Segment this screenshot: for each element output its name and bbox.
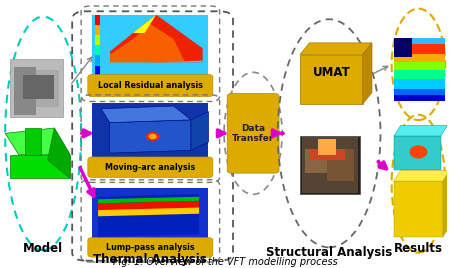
Polygon shape — [110, 15, 202, 62]
Bar — [92, 15, 208, 76]
Polygon shape — [394, 136, 441, 170]
Polygon shape — [394, 170, 450, 181]
Polygon shape — [48, 128, 70, 178]
Bar — [94, 35, 100, 45]
Bar — [318, 139, 336, 155]
Text: Lump-pass analysis: Lump-pass analysis — [106, 243, 195, 252]
Bar — [300, 136, 360, 194]
Bar — [92, 103, 208, 159]
Bar — [94, 55, 100, 66]
Text: Results: Results — [394, 242, 443, 255]
Bar — [23, 75, 54, 99]
Polygon shape — [394, 38, 412, 57]
Bar — [9, 59, 63, 117]
Polygon shape — [9, 155, 70, 178]
Text: Structural Analysis: Structural Analysis — [266, 246, 392, 259]
Text: Fig. 1. Overview of the VFT modelling process: Fig. 1. Overview of the VFT modelling pr… — [112, 257, 338, 267]
Polygon shape — [98, 194, 199, 237]
Polygon shape — [110, 61, 202, 65]
Text: Model: Model — [23, 242, 63, 255]
Polygon shape — [98, 201, 199, 211]
FancyBboxPatch shape — [88, 237, 213, 257]
Polygon shape — [191, 111, 208, 150]
Polygon shape — [110, 120, 191, 153]
Polygon shape — [98, 207, 199, 216]
Polygon shape — [5, 128, 70, 155]
FancyBboxPatch shape — [88, 157, 213, 178]
Polygon shape — [394, 125, 447, 136]
Bar — [327, 149, 354, 181]
Bar — [394, 44, 445, 54]
Bar — [309, 149, 345, 160]
Bar — [94, 66, 100, 76]
Polygon shape — [110, 24, 185, 62]
Bar — [94, 45, 100, 55]
Polygon shape — [300, 55, 363, 104]
Bar — [394, 54, 445, 62]
Polygon shape — [443, 170, 450, 237]
Bar — [14, 67, 36, 115]
Bar — [92, 188, 208, 240]
Ellipse shape — [148, 134, 157, 139]
Polygon shape — [300, 43, 372, 55]
Polygon shape — [98, 197, 199, 203]
Polygon shape — [101, 106, 191, 123]
Bar — [394, 62, 445, 70]
Text: Moving-arc analysis: Moving-arc analysis — [105, 163, 195, 172]
Bar — [94, 25, 100, 35]
Text: Data
Transfer: Data Transfer — [232, 124, 274, 143]
Bar — [394, 38, 445, 102]
Bar — [302, 137, 358, 193]
FancyBboxPatch shape — [88, 75, 213, 97]
Ellipse shape — [146, 132, 160, 141]
Bar — [36, 70, 59, 107]
Bar — [394, 70, 445, 79]
FancyBboxPatch shape — [227, 94, 279, 173]
Bar — [305, 149, 327, 173]
Bar — [94, 15, 100, 25]
Ellipse shape — [410, 145, 427, 159]
Bar — [394, 89, 445, 95]
Bar — [394, 95, 445, 102]
Text: Thermal Analysis: Thermal Analysis — [94, 253, 207, 266]
Polygon shape — [394, 181, 443, 237]
Bar — [394, 79, 445, 89]
Polygon shape — [363, 43, 372, 104]
Text: UMAT: UMAT — [312, 66, 350, 79]
Polygon shape — [25, 128, 41, 155]
Polygon shape — [133, 15, 156, 33]
Text: Local Residual analysis: Local Residual analysis — [98, 81, 203, 90]
